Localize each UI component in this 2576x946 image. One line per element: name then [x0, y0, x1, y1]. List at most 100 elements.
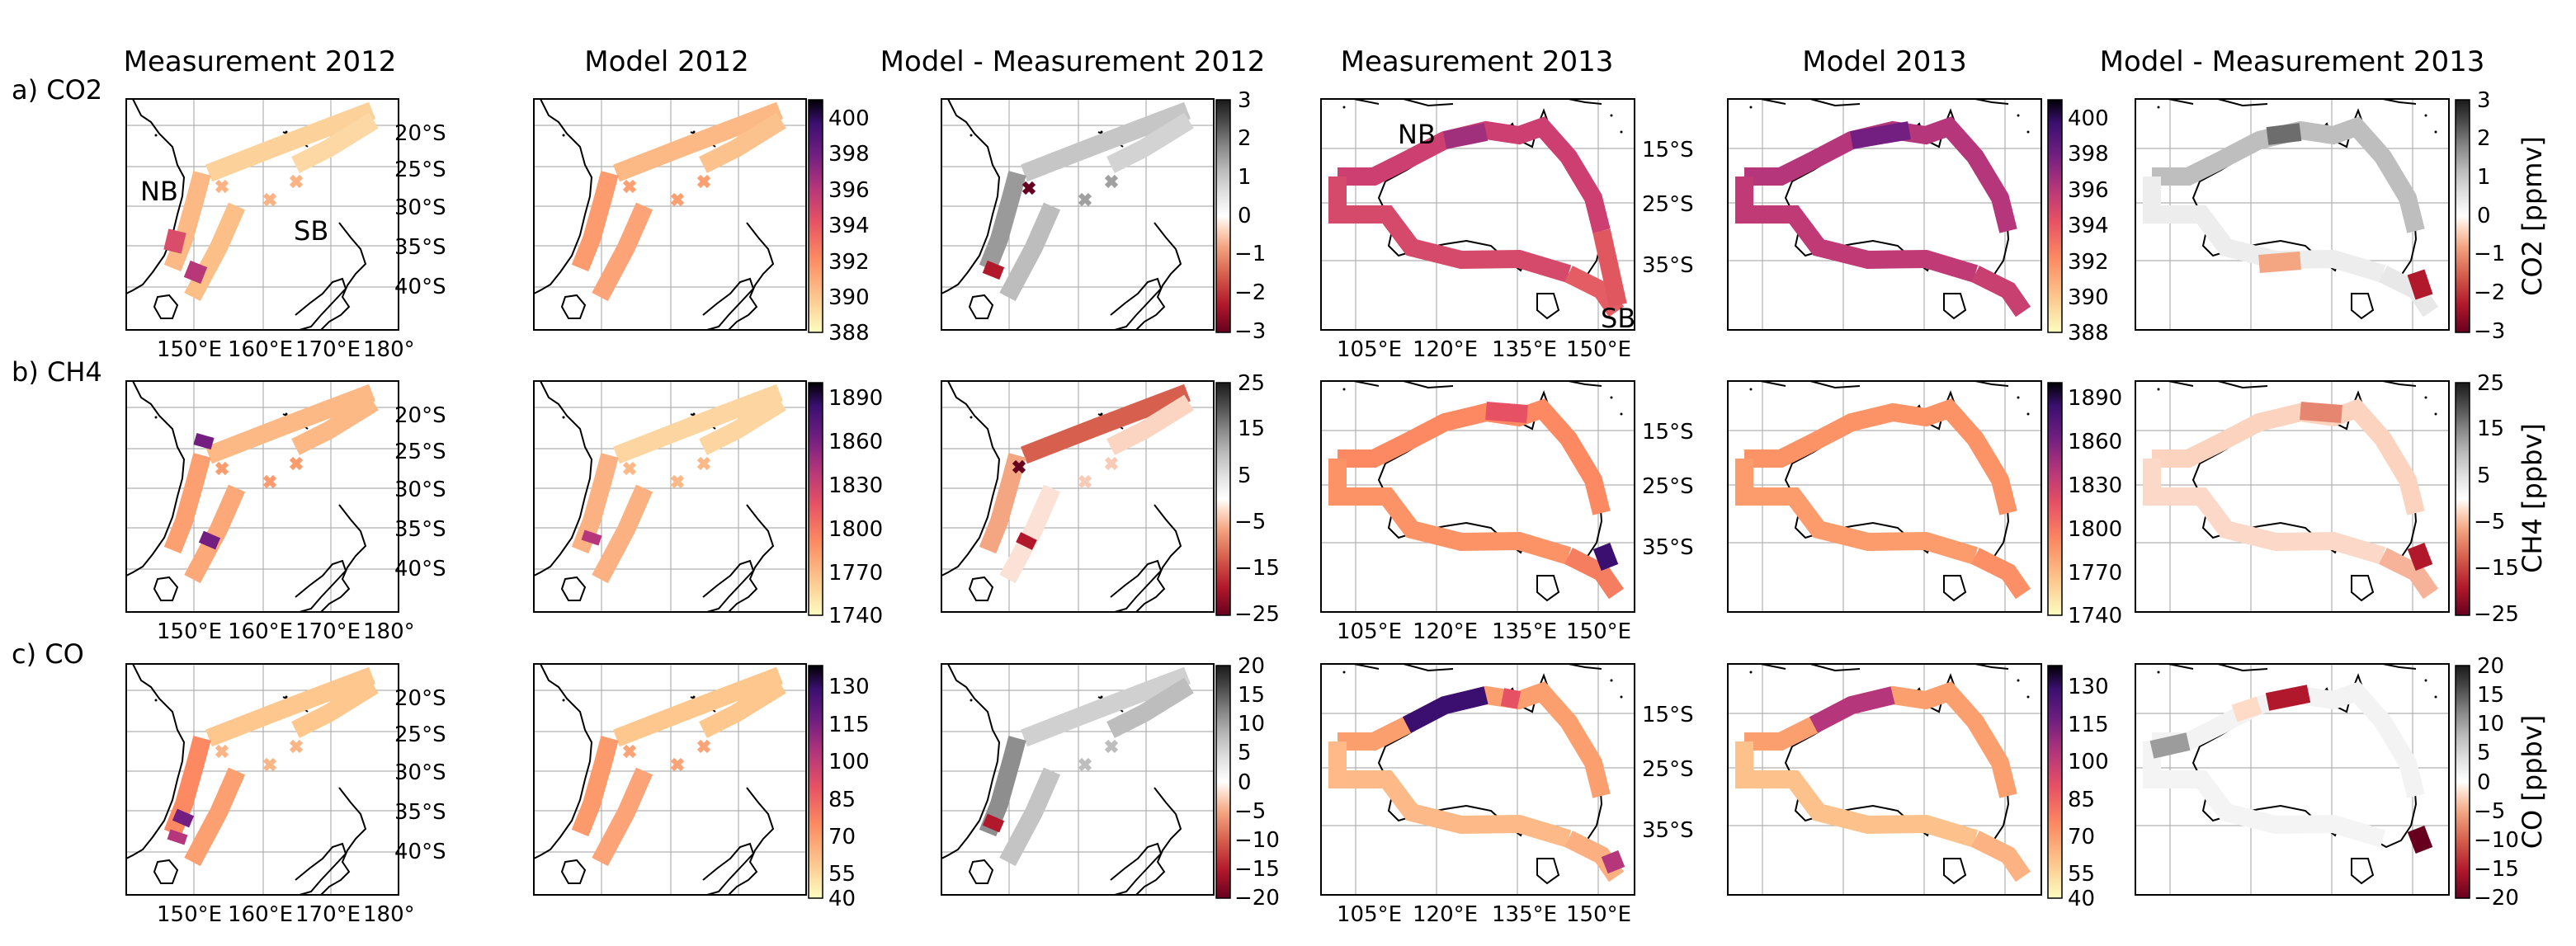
cb-tick: 5 — [1238, 464, 1252, 488]
panel-co-measurement-2012 — [125, 663, 399, 896]
lat-tick: 35°S — [394, 517, 446, 542]
lon-tick: 120°E — [1413, 902, 1478, 927]
unit-label-co: CO [ppbv] — [2517, 715, 2548, 850]
lon-tick: 150°E — [157, 619, 222, 644]
cb-tick: 396 — [828, 178, 870, 203]
panel-co2-diff-2012 — [941, 98, 1215, 331]
cb-tick: 10 — [1238, 712, 1265, 737]
cb-tick: 85 — [2068, 788, 2095, 812]
cb-tick: 388 — [828, 321, 870, 346]
cb-tick: 1830 — [828, 473, 883, 498]
cb-tick: 400 — [2068, 106, 2109, 131]
col-title-5: Model 2013 — [1802, 45, 1966, 78]
cb-tick: −25 — [2474, 602, 2519, 627]
lon-tick: 160°E — [228, 337, 293, 362]
lat-tick: 25°S — [1642, 474, 1694, 499]
panel-co2-model-2012 — [533, 98, 807, 331]
cb-tick: 0 — [1238, 204, 1252, 228]
cb-tick: 392 — [2068, 250, 2109, 275]
cb-tick: 394 — [2068, 214, 2109, 238]
cb-tick: 0 — [1238, 770, 1252, 795]
cb-tick: −15 — [1234, 857, 1280, 882]
lat-tick: 35°S — [1642, 818, 1694, 843]
cb-tick: 100 — [828, 750, 870, 774]
panel-ch4-model-2012 — [533, 380, 807, 613]
cb-tick: 1860 — [2068, 430, 2122, 454]
panel-ch4-measurement-2012 — [125, 380, 399, 613]
lon-tick: 180° — [363, 902, 415, 927]
col-title-4: Measurement 2013 — [1341, 45, 1614, 78]
lon-tick: 160°E — [228, 619, 293, 644]
panel-co2-measurement-2012 — [125, 98, 399, 331]
cb-tick: −20 — [2474, 886, 2519, 911]
cb-tick: 3 — [2477, 88, 2491, 113]
lon-tick: 160°E — [228, 902, 293, 927]
lon-tick: 170°E — [295, 619, 361, 644]
panel-co2-diff-2013 — [2135, 98, 2450, 331]
lon-tick: 135°E — [1492, 902, 1557, 927]
cb-tick: −15 — [1234, 556, 1280, 581]
cb-tick: 1 — [1238, 165, 1252, 190]
colorbar-co2-2012: 400 398 396 394 392 390 388 — [808, 99, 870, 346]
lon-tick: 180° — [363, 337, 415, 362]
unit-label-co2: CO2 [ppmv] — [2517, 136, 2548, 296]
cb-tick: 1860 — [828, 430, 883, 454]
lon-tick: 105°E — [1337, 619, 1402, 644]
cb-tick: 25 — [1238, 371, 1265, 396]
colorbar-co-2013: 130 115 100 85 70 55 40 — [2047, 665, 2109, 911]
colorbar-co-diff-2012: 20 15 10 5 0 −5 −10 −15 −20 — [1215, 654, 1280, 911]
lat-tick: 15°S — [1642, 703, 1694, 727]
column-titles: Measurement 2012 Model 2012 Model - Meas… — [124, 45, 2485, 78]
cb-tick: 15 — [2477, 683, 2504, 708]
cb-tick: 25 — [2477, 371, 2504, 396]
lat-tick: 35°S — [394, 800, 446, 825]
cb-tick: −1 — [1234, 242, 1266, 266]
colorbar-co-diff-2013: 20 15 10 5 0 −5 −10 −15 −20 CO [ppbv] — [2455, 654, 2548, 911]
cb-tick: 15 — [1238, 417, 1265, 441]
cb-tick: 1740 — [828, 604, 883, 628]
panel-co-diff-2013 — [2135, 663, 2450, 896]
panel-ch4-diff-2012 — [941, 380, 1215, 613]
cb-tick: −20 — [1234, 886, 1280, 911]
lon-tick: 150°E — [1566, 337, 1631, 362]
cb-tick: −5 — [1234, 510, 1266, 534]
cb-tick: 20 — [1238, 654, 1265, 679]
cb-tick: −5 — [1234, 799, 1266, 824]
cb-tick: 70 — [828, 825, 856, 850]
lon-tick: 135°E — [1492, 619, 1557, 644]
cb-tick: 115 — [2068, 713, 2109, 737]
lat-tick: 40°S — [394, 557, 446, 581]
colorbar-ch4-2013: 1890 1860 1830 1800 1770 1740 — [2047, 382, 2122, 628]
lat-tick: 30°S — [394, 478, 446, 502]
cb-tick: −10 — [1234, 828, 1280, 853]
colorbar-ch4-diff-2013: 25 15 5 −5 −15 −25 CH4 [ppbv] — [2455, 371, 2548, 627]
lon-tick: 180° — [363, 619, 415, 644]
cb-tick: 5 — [2477, 464, 2491, 488]
cb-tick: 396 — [2068, 178, 2109, 203]
colorbar-co-2012: 130 115 100 85 70 55 40 — [808, 665, 870, 911]
lon-tick: 105°E — [1337, 337, 1402, 362]
cb-tick: 1890 — [828, 386, 883, 411]
cb-tick: 1770 — [828, 561, 883, 586]
lat-tick: 15°S — [1642, 420, 1694, 445]
label-sb-2012: SB — [294, 215, 328, 247]
col-title-6: Model - Measurement 2013 — [2100, 45, 2485, 78]
cb-tick: −15 — [2474, 556, 2519, 581]
lat-tick: 30°S — [394, 195, 446, 220]
lat-tick: 20°S — [394, 121, 446, 146]
lat-tick: 25°S — [1642, 192, 1694, 217]
ticks-2013: 15°S 25°S 35°S 105°E 120°E 135°E 150°E 1… — [1337, 138, 1694, 927]
row-label-ch4: b) CH4 — [12, 356, 102, 388]
lat-tick: 30°S — [394, 760, 446, 785]
region-labels: NB SB NB SB — [140, 119, 1635, 334]
cb-tick: 390 — [828, 285, 870, 310]
cb-tick: 1740 — [2068, 604, 2122, 628]
row-labels: a) CO2 b) CH4 c) CO — [12, 74, 102, 670]
lat-tick: 35°S — [1642, 253, 1694, 278]
cb-tick: 40 — [2068, 887, 2095, 911]
lat-tick: 40°S — [394, 840, 446, 864]
lon-tick: 150°E — [1566, 902, 1631, 927]
cb-tick: 15 — [2477, 417, 2504, 441]
lat-tick: 25°S — [1642, 757, 1694, 782]
cb-tick: 390 — [2068, 285, 2109, 310]
